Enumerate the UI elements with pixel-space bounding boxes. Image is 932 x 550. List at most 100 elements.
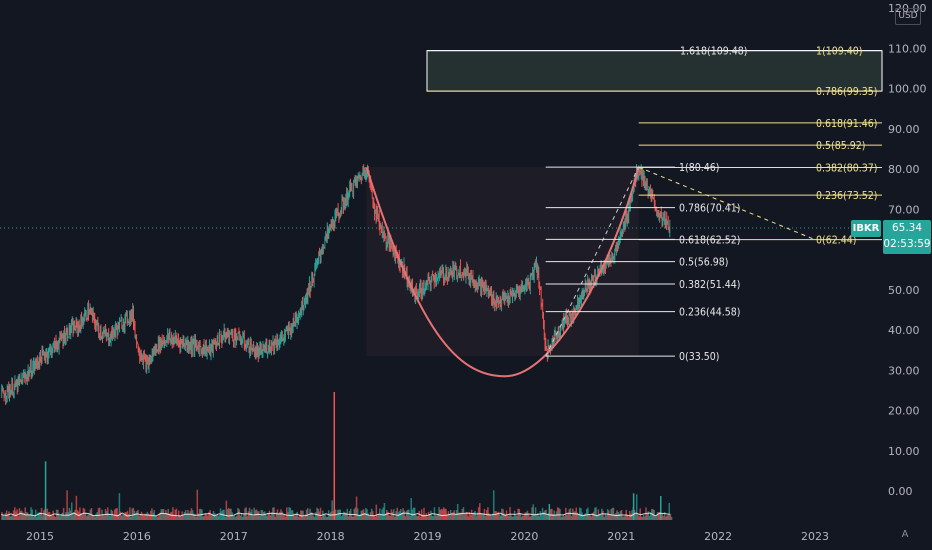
fib-retracement-label: 0.786(70.41)	[679, 203, 740, 215]
volume-bar	[512, 516, 515, 520]
fib-retracement-label: 0.236(44.58)	[679, 307, 740, 319]
volume-bar	[630, 513, 632, 520]
volume-bar	[266, 516, 268, 520]
volume-bar	[153, 510, 156, 520]
volume-bar	[310, 512, 312, 520]
volume-bar	[409, 515, 411, 520]
volume-bar	[551, 508, 553, 520]
volume-bar	[123, 514, 125, 520]
volume-bar	[68, 507, 71, 520]
auto-scale-button[interactable]: A	[901, 529, 909, 540]
volume-bar	[570, 516, 573, 520]
volume-bar	[354, 507, 357, 520]
volume-bar	[376, 515, 379, 520]
countdown-label: 02:53:59	[883, 238, 931, 250]
volume-bar	[93, 515, 95, 520]
volume-bar	[313, 516, 316, 520]
volume-bar	[649, 513, 652, 520]
volume-bar	[669, 513, 672, 520]
volume-bar	[637, 514, 639, 520]
x-axis[interactable]: 2015 2016 2017 2018 2019 2020 2021 2022 2023	[26, 530, 829, 543]
volume-bar	[82, 507, 85, 520]
volume-bar	[359, 514, 361, 520]
volume-bar	[540, 512, 543, 520]
price-badge: 65.34 02:53:59	[883, 220, 931, 254]
volume-bar	[558, 507, 560, 520]
volume-bar	[325, 516, 328, 520]
volume-bar	[538, 516, 540, 520]
volume-bar	[609, 515, 611, 520]
volume-bar	[218, 515, 221, 520]
volume-bar	[375, 504, 378, 520]
volume-bar	[599, 515, 602, 520]
volume-bar	[257, 511, 259, 520]
y-tick-label: 30.00	[888, 364, 920, 377]
volume-bar	[288, 507, 290, 520]
volume-bar	[397, 512, 400, 520]
volume-bar	[268, 510, 271, 520]
volume-bar	[131, 508, 133, 520]
volume-bar	[19, 510, 22, 520]
volume-bar	[642, 514, 645, 520]
volume-bar	[139, 514, 142, 520]
volume-bar	[506, 515, 509, 520]
volume-bar	[147, 513, 150, 520]
volume-bar	[436, 515, 438, 520]
volume-bar	[336, 515, 338, 520]
volume-bar	[289, 507, 292, 520]
volume-bar	[388, 515, 390, 520]
volume-bar	[374, 516, 376, 520]
volume-bar	[29, 514, 31, 520]
volume-bar	[331, 500, 333, 520]
volume-bar	[158, 513, 160, 520]
volume-bar	[189, 511, 192, 520]
volume-bar	[582, 515, 584, 520]
volume-bar	[213, 512, 216, 520]
volume-bar	[30, 507, 32, 520]
volume-bar	[122, 514, 124, 520]
volume-bar	[626, 514, 629, 520]
volume-bar	[21, 510, 23, 520]
volume-bar	[224, 516, 226, 520]
volume-bar	[647, 511, 650, 520]
volume-bar	[592, 511, 595, 520]
volume-bar	[453, 510, 455, 520]
volume-bar	[515, 515, 517, 520]
volume-bar	[561, 516, 564, 520]
volume-bar	[105, 511, 108, 520]
volume-bar	[552, 513, 554, 520]
volume-bar	[102, 514, 104, 520]
volume-bar	[86, 516, 88, 520]
target-extension-label: 1.618(109.48)	[680, 46, 747, 58]
y-tick-label: 40.00	[888, 324, 920, 337]
y-tick-label: 110.00	[888, 42, 927, 55]
volume-bar	[177, 510, 180, 520]
volume-bar	[124, 512, 126, 520]
volume-bar	[327, 510, 330, 520]
volume-bar	[432, 516, 435, 520]
volume-bar	[545, 509, 547, 520]
fib-extension-label: 0.618(91.46)	[816, 118, 877, 130]
volume-bar	[623, 516, 625, 520]
volume-bar	[472, 513, 474, 520]
volume-bar	[341, 514, 344, 520]
fib-extension-label: 0.382(80.37)	[816, 163, 877, 175]
volume-bar	[72, 513, 74, 520]
y-tick-label: 20.00	[888, 405, 920, 418]
volume-bar	[161, 509, 164, 520]
volume-bar	[133, 510, 136, 520]
volume-bar	[556, 507, 559, 520]
volume-bar	[236, 515, 238, 520]
volume-bar	[627, 516, 630, 520]
volume-bar	[175, 508, 178, 520]
volume-bar	[526, 510, 529, 520]
volume-bar	[533, 513, 536, 520]
volume-peak-bar	[333, 472, 336, 520]
volume-bar	[226, 509, 229, 520]
currency-badge[interactable]: USD	[895, 8, 921, 25]
x-tick-label: 2016	[123, 530, 151, 543]
volume-bar	[55, 509, 58, 520]
volume-bar	[52, 510, 54, 520]
volume-bar	[569, 508, 572, 520]
